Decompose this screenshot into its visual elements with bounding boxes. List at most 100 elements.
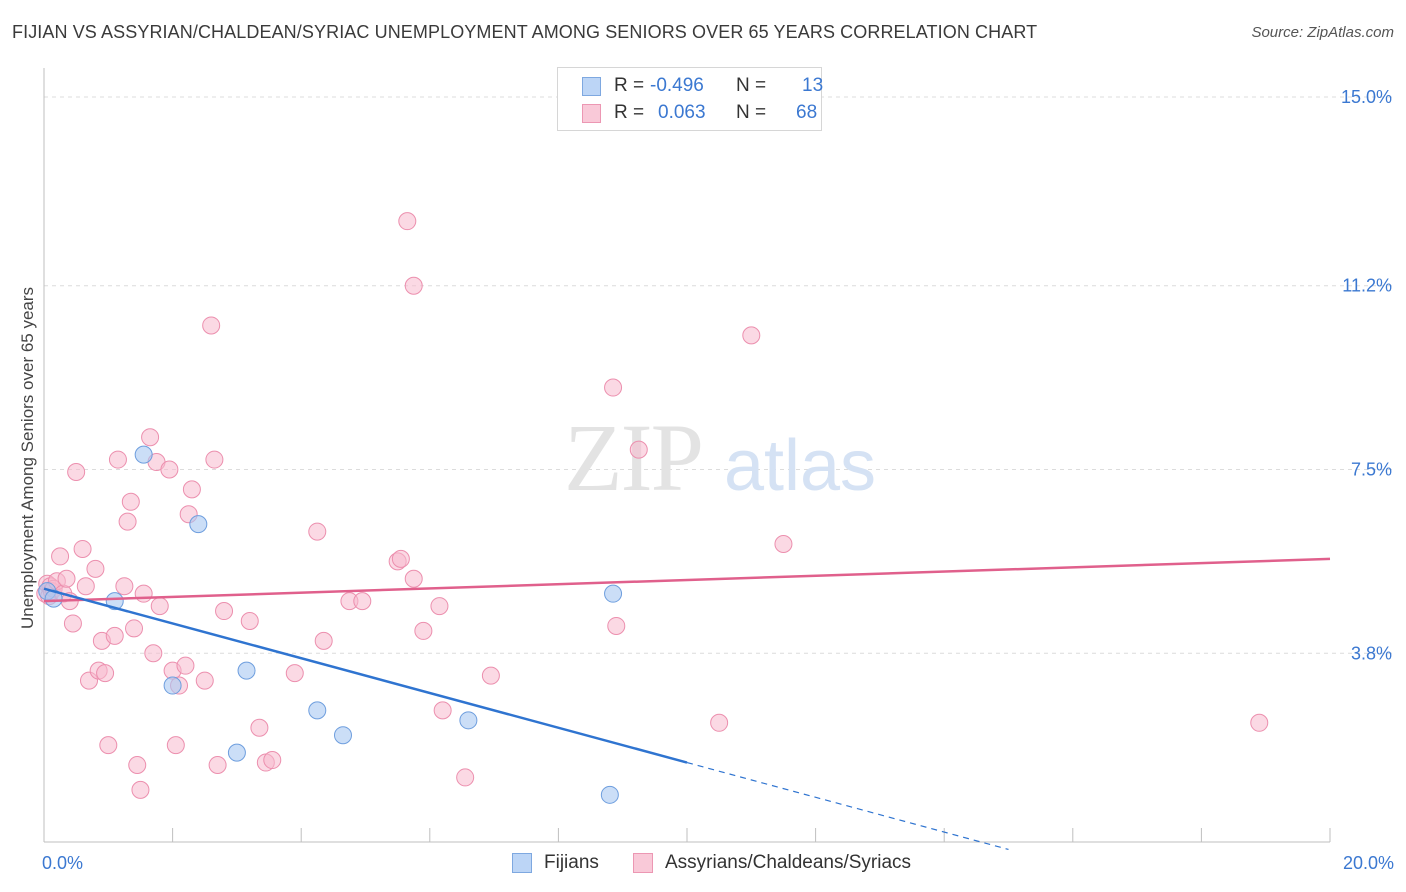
axes bbox=[43, 68, 1331, 843]
bottom-legend-label-assyrians: Assyrians/Chaldeans/Syriacs bbox=[665, 852, 912, 873]
assyrian-points bbox=[36, 212, 1269, 799]
y-axis-label: Unemployment Among Seniors over 65 years bbox=[18, 286, 37, 630]
fijian-point-7 bbox=[308, 701, 327, 720]
assyrian-point-51 bbox=[308, 522, 327, 541]
assyrian-point-50 bbox=[285, 664, 304, 683]
assyrian-point-49 bbox=[263, 751, 282, 770]
legend-n-label: N = bbox=[736, 102, 767, 123]
assyrian-point-58 bbox=[414, 621, 433, 640]
gridlines bbox=[44, 96, 1392, 654]
legend-r-value-assyrians: 0.063 bbox=[658, 102, 706, 123]
assyrian-point-20 bbox=[99, 736, 118, 755]
assyrian-point-19 bbox=[96, 664, 115, 683]
assyrian-point-46 bbox=[240, 611, 259, 630]
fijian-point-5 bbox=[227, 743, 246, 762]
assyrian-point-61 bbox=[430, 597, 449, 616]
fijian-point-3 bbox=[163, 676, 182, 695]
assyrian-point-11 bbox=[63, 614, 82, 633]
source-credit: Source: ZipAtlas.com bbox=[1251, 24, 1394, 41]
assyrian-point-54 bbox=[353, 592, 372, 611]
fijian-trend-extension bbox=[686, 761, 1009, 851]
assyrian-point-9 bbox=[57, 569, 76, 588]
legend-n-value-assyrians: 68 bbox=[796, 102, 818, 123]
x-tick-label-0: 0.0% bbox=[42, 853, 83, 873]
y-tick-label-3: 15.0% bbox=[1341, 87, 1392, 107]
assyrian-point-28 bbox=[131, 780, 150, 799]
zipatlas-watermark: ZIP atlas bbox=[564, 404, 876, 511]
y-tick-label-1: 7.5% bbox=[1351, 460, 1392, 480]
assyrian-point-62 bbox=[433, 701, 452, 720]
assyrian-point-21 bbox=[105, 626, 124, 645]
fijian-point-6 bbox=[237, 661, 256, 680]
assyrian-point-71 bbox=[1250, 713, 1269, 732]
fijian-point-10 bbox=[600, 785, 619, 804]
assyrian-point-13 bbox=[73, 539, 92, 558]
assyrian-point-42 bbox=[202, 316, 221, 335]
correlation-legend: R = -0.496 N = 13 R = 0.063 N = 68 bbox=[557, 67, 824, 131]
assyrian-point-59 bbox=[398, 212, 417, 231]
bottom-legend-label-fijians: Fijians bbox=[544, 852, 599, 873]
y-tick-label-0: 3.8% bbox=[1351, 643, 1392, 663]
x-tick-label-1: 20.0% bbox=[1343, 853, 1394, 873]
assyrian-point-34 bbox=[160, 460, 179, 479]
legend-swatch-assyrians bbox=[582, 104, 601, 123]
trend-lines bbox=[43, 557, 1331, 851]
chart-title: FIJIAN VS ASSYRIAN/CHALDEAN/SYRIAC UNEMP… bbox=[12, 22, 1038, 42]
assyrian-point-25 bbox=[121, 492, 140, 511]
assyrian-point-26 bbox=[125, 619, 144, 638]
assyrian-point-12 bbox=[67, 462, 86, 481]
assyrian-point-63 bbox=[456, 768, 475, 787]
assyrian-point-24 bbox=[118, 512, 137, 531]
assyrian-point-52 bbox=[314, 631, 333, 650]
fijian-trend-line bbox=[43, 587, 688, 764]
assyrian-point-43 bbox=[205, 450, 224, 469]
fijian-point-4 bbox=[189, 515, 208, 534]
assyrian-point-40 bbox=[182, 480, 201, 499]
fijian-points bbox=[38, 445, 623, 804]
assyrian-point-31 bbox=[144, 644, 163, 663]
watermark-atlas: atlas bbox=[724, 426, 876, 506]
assyrian-point-14 bbox=[76, 577, 95, 596]
assyrian-point-47 bbox=[250, 718, 269, 737]
watermark-zip: ZIP bbox=[564, 404, 702, 511]
tick-labels: 3.8% 7.5% 11.2% 15.0% 0.0% 20.0% bbox=[42, 87, 1394, 873]
assyrian-point-30 bbox=[141, 428, 160, 447]
assyrian-point-7 bbox=[51, 547, 70, 566]
assyrian-point-64 bbox=[481, 666, 500, 685]
assyrian-point-23 bbox=[115, 577, 134, 596]
fijian-point-11 bbox=[604, 584, 623, 603]
legend-r-label: R = bbox=[614, 102, 645, 123]
assyrian-point-56 bbox=[391, 549, 410, 568]
fijian-point-1 bbox=[105, 592, 124, 611]
legend-r-label: R = bbox=[614, 75, 645, 96]
assyrian-point-57 bbox=[404, 569, 423, 588]
legend-swatch-fijians bbox=[582, 77, 601, 96]
assyrian-point-27 bbox=[128, 756, 147, 775]
assyrian-point-45 bbox=[215, 602, 234, 621]
bottom-legend-swatch-assyrians bbox=[633, 853, 653, 873]
assyrian-point-70 bbox=[774, 535, 793, 553]
assyrian-point-33 bbox=[150, 597, 169, 616]
assyrian-point-66 bbox=[607, 616, 626, 635]
assyrian-point-44 bbox=[208, 756, 227, 775]
assyrian-point-36 bbox=[166, 736, 185, 755]
assyrian-point-29 bbox=[134, 584, 153, 603]
legend-n-label: N = bbox=[736, 75, 767, 96]
fijian-point-2 bbox=[134, 445, 153, 464]
assyrian-point-60 bbox=[404, 276, 423, 295]
assyrian-point-69 bbox=[742, 326, 761, 345]
y-tick-label-2: 11.2% bbox=[1342, 276, 1392, 296]
legend-n-value-fijians: 13 bbox=[802, 75, 824, 96]
assyrian-point-68 bbox=[710, 713, 729, 732]
fijian-point-9 bbox=[459, 711, 478, 730]
assyrian-point-16 bbox=[86, 559, 105, 578]
fijian-point-8 bbox=[333, 726, 352, 745]
bottom-legend-swatch-fijians bbox=[512, 853, 532, 873]
legend-r-value-fijians: -0.496 bbox=[650, 75, 704, 96]
assyrian-trend-line bbox=[43, 557, 1331, 603]
assyrian-point-22 bbox=[108, 450, 127, 469]
assyrian-point-65 bbox=[604, 378, 623, 397]
assyrian-point-41 bbox=[195, 671, 214, 690]
assyrian-point-67 bbox=[629, 440, 648, 459]
